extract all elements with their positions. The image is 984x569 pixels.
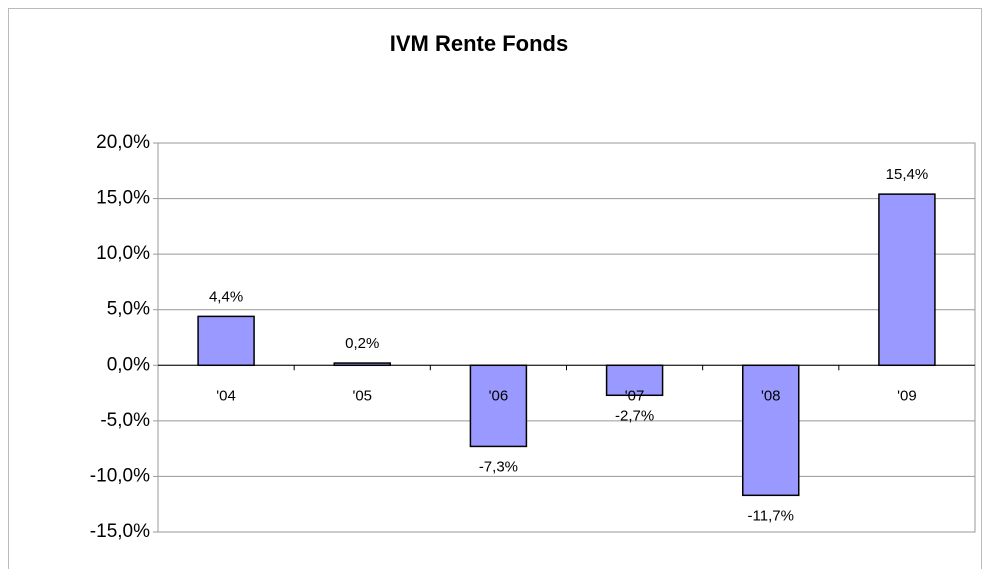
bar	[605, 364, 664, 397]
x-tick-label: '05	[352, 387, 372, 404]
value-label: -2,7%	[615, 407, 654, 424]
x-tick-label: '04	[216, 387, 236, 404]
x-tick-label: '08	[761, 387, 781, 404]
y-tick-label: 10,0%	[96, 243, 150, 264]
plot-area	[157, 142, 976, 533]
y-tick-label: 15,0%	[96, 188, 150, 209]
x-tick-label: '09	[897, 387, 917, 404]
bar	[742, 364, 800, 497]
bar	[878, 193, 936, 367]
x-tick-label: '07	[625, 387, 645, 404]
x-tick-label: '06	[489, 387, 509, 404]
value-label: -11,7%	[748, 507, 794, 524]
bar	[333, 362, 391, 367]
bar	[469, 364, 528, 448]
value-label: 4,4%	[209, 288, 243, 305]
value-label: 0,2%	[345, 335, 379, 352]
y-tick-label: -5,0%	[100, 410, 150, 431]
y-tick-label: 20,0%	[96, 132, 150, 153]
bar	[197, 315, 255, 367]
y-tick-label: 0,0%	[107, 354, 150, 375]
value-label: -7,3%	[479, 458, 518, 475]
chart-title: IVM Rente Fonds	[390, 31, 568, 56]
value-label: 15,4%	[886, 166, 929, 183]
y-tick-label: 5,0%	[107, 299, 150, 320]
chart-frame	[8, 8, 982, 569]
y-tick-label: -15,0%	[90, 521, 150, 542]
y-tick-label: -10,0%	[90, 465, 150, 486]
